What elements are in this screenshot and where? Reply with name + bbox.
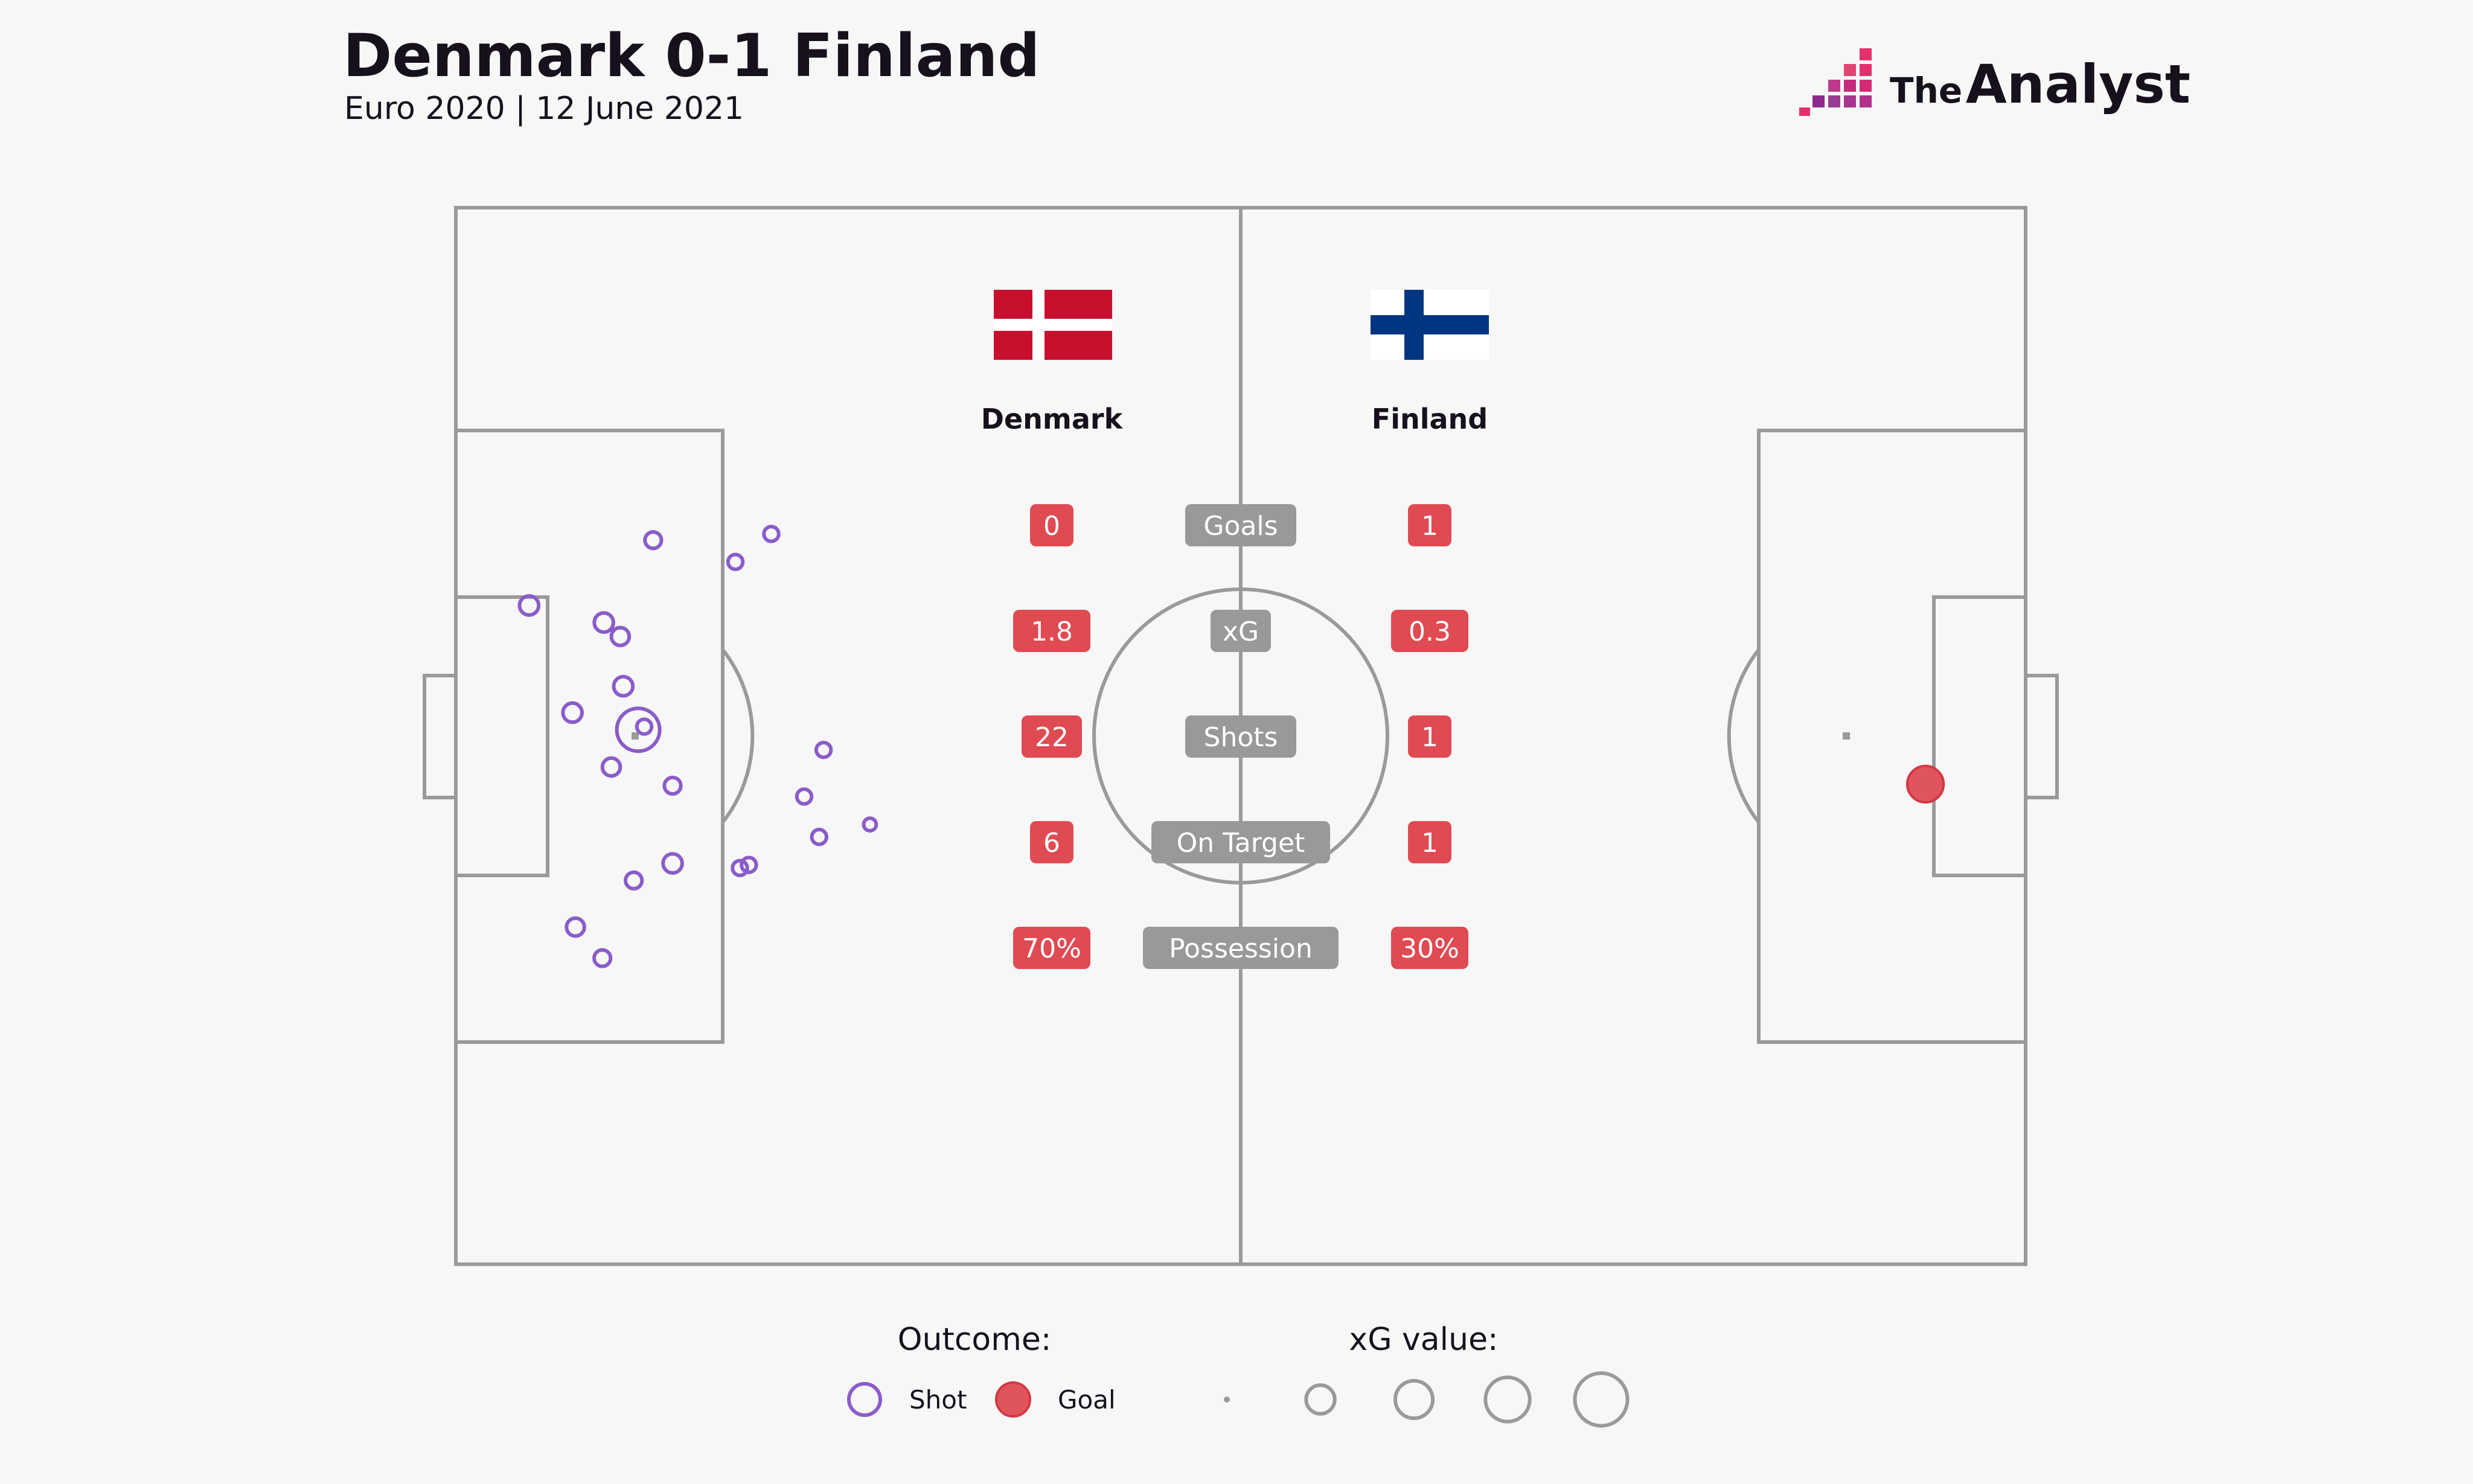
denmark-flag-icon bbox=[994, 290, 1112, 360]
legend-shot-label: Shot bbox=[909, 1385, 967, 1415]
home-shot-marker bbox=[600, 756, 622, 778]
home-shot-marker bbox=[635, 717, 654, 736]
home-shot-marker bbox=[661, 852, 684, 875]
stat-label: Goals bbox=[1203, 511, 1278, 542]
left-six-yard-box bbox=[454, 595, 549, 877]
stat-away-value-bg bbox=[1391, 610, 1468, 652]
stat-label: xG bbox=[1223, 616, 1259, 647]
home-shot-marker bbox=[726, 552, 745, 571]
home-shot-marker bbox=[615, 706, 662, 753]
stat-away-value-bg bbox=[1391, 927, 1468, 969]
the-analyst-logo: The Analyst bbox=[1799, 43, 2198, 122]
stat-home-value: 1.8 bbox=[1031, 616, 1073, 647]
xg-size-legend bbox=[1224, 1371, 1630, 1428]
stat-away-value: 1 bbox=[1421, 511, 1438, 542]
xg-legend-circle bbox=[1224, 1396, 1230, 1402]
right-six-yard-box bbox=[1932, 595, 2027, 877]
stat-home-value: 6 bbox=[1043, 828, 1060, 859]
home-shot-marker bbox=[810, 828, 828, 846]
right-goal bbox=[2024, 674, 2059, 799]
legend: Outcome: Shot Goal xG value: bbox=[847, 1322, 1630, 1428]
page-title: Denmark 0-1 Finland bbox=[343, 22, 1040, 91]
home-shot-marker bbox=[517, 593, 541, 617]
brand-wordmark: The Analyst bbox=[1890, 53, 2190, 115]
stat-away-value: 0.3 bbox=[1409, 616, 1451, 647]
left-penalty-spot bbox=[632, 732, 639, 740]
stat-row: 6 On Target 1 bbox=[1030, 821, 1451, 863]
brand-analyst: Analyst bbox=[1965, 53, 2190, 115]
stat-label: Possession bbox=[1169, 933, 1313, 964]
home-shot-marker bbox=[731, 859, 749, 877]
home-shot-marker bbox=[795, 787, 814, 806]
home-shot-marker bbox=[624, 870, 644, 891]
left-penalty-arc bbox=[721, 648, 755, 824]
home-shot-marker bbox=[740, 856, 758, 874]
home-team-name: Denmark bbox=[981, 403, 1124, 435]
analyst-logo-icon bbox=[1799, 48, 1872, 116]
stat-row: 70% Possession 30% bbox=[1013, 927, 1468, 969]
stat-label-bg bbox=[1143, 927, 1339, 969]
stat-home-value: 0 bbox=[1043, 511, 1060, 542]
legend-outcome-title: Outcome: bbox=[898, 1322, 1052, 1358]
home-shot-marker bbox=[814, 740, 833, 760]
home-shot-marker bbox=[662, 775, 683, 796]
xg-legend-circle bbox=[1483, 1375, 1532, 1424]
stat-away-value-bg bbox=[1408, 821, 1451, 863]
stat-away-value: 1 bbox=[1421, 722, 1438, 753]
stat-away-value: 1 bbox=[1421, 828, 1438, 859]
stat-home-value-bg bbox=[1022, 715, 1082, 758]
stat-away-value-bg bbox=[1408, 715, 1451, 758]
stat-row: 1.8 xG 0.3 bbox=[1013, 610, 1468, 652]
xg-legend-circle bbox=[1573, 1371, 1630, 1428]
home-shot-marker bbox=[609, 625, 632, 648]
home-shot-marker bbox=[561, 701, 584, 724]
stat-home-value-bg bbox=[1013, 927, 1090, 969]
home-shot-marker bbox=[592, 948, 613, 968]
home-shot-marker bbox=[762, 525, 781, 543]
stat-label-bg bbox=[1185, 504, 1296, 546]
stat-away-value-bg bbox=[1408, 504, 1451, 546]
stat-away-value: 30% bbox=[1400, 933, 1459, 964]
right-penalty-spot bbox=[1843, 732, 1850, 740]
home-shot-marker bbox=[565, 916, 586, 938]
xg-legend-circle bbox=[1393, 1378, 1435, 1421]
stat-label: Shots bbox=[1204, 722, 1278, 753]
stats-table: 0 Goals 1 1.8 xG 0.3 22 Shots 1 6 On Target 1 70% Pos… bbox=[1013, 504, 1468, 969]
stat-home-value-bg bbox=[1013, 610, 1090, 652]
stat-home-value: 70% bbox=[1022, 933, 1081, 964]
xg-legend-circle bbox=[1304, 1383, 1337, 1416]
right-penalty-area bbox=[1757, 429, 2027, 1044]
home-shot-marker bbox=[862, 816, 878, 833]
legend-goal-icon bbox=[995, 1381, 1031, 1418]
stat-row: 22 Shots 1 bbox=[1022, 715, 1451, 758]
stat-label-bg bbox=[1211, 610, 1271, 652]
page-subtitle: Euro 2020 | 12 June 2021 bbox=[344, 91, 744, 127]
stat-home-value-bg bbox=[1030, 504, 1073, 546]
stat-label-bg bbox=[1185, 715, 1296, 758]
home-shot-marker bbox=[612, 674, 635, 698]
right-penalty-arc bbox=[1727, 648, 1761, 824]
stat-home-value: 22 bbox=[1035, 722, 1069, 753]
centre-circle bbox=[1092, 587, 1389, 884]
finland-flag-icon bbox=[1371, 290, 1489, 360]
away-team-name: Finland bbox=[1372, 403, 1488, 435]
away-goal-marker bbox=[1905, 764, 1945, 804]
stat-label-bg bbox=[1151, 821, 1330, 863]
left-penalty-area bbox=[454, 429, 725, 1044]
home-shot-marker bbox=[643, 530, 664, 551]
legend-goal-label: Goal bbox=[1058, 1385, 1116, 1415]
legend-shot-icon bbox=[847, 1382, 882, 1417]
stat-label: On Target bbox=[1177, 828, 1305, 859]
home-shot-marker bbox=[592, 611, 615, 634]
brand-the: The bbox=[1890, 70, 1963, 111]
left-goal bbox=[423, 674, 458, 799]
legend-xg-title: xG value: bbox=[1349, 1322, 1498, 1358]
shot-map bbox=[517, 525, 1945, 968]
stat-row: 0 Goals 1 bbox=[1030, 504, 1451, 546]
stat-home-value-bg bbox=[1030, 821, 1073, 863]
